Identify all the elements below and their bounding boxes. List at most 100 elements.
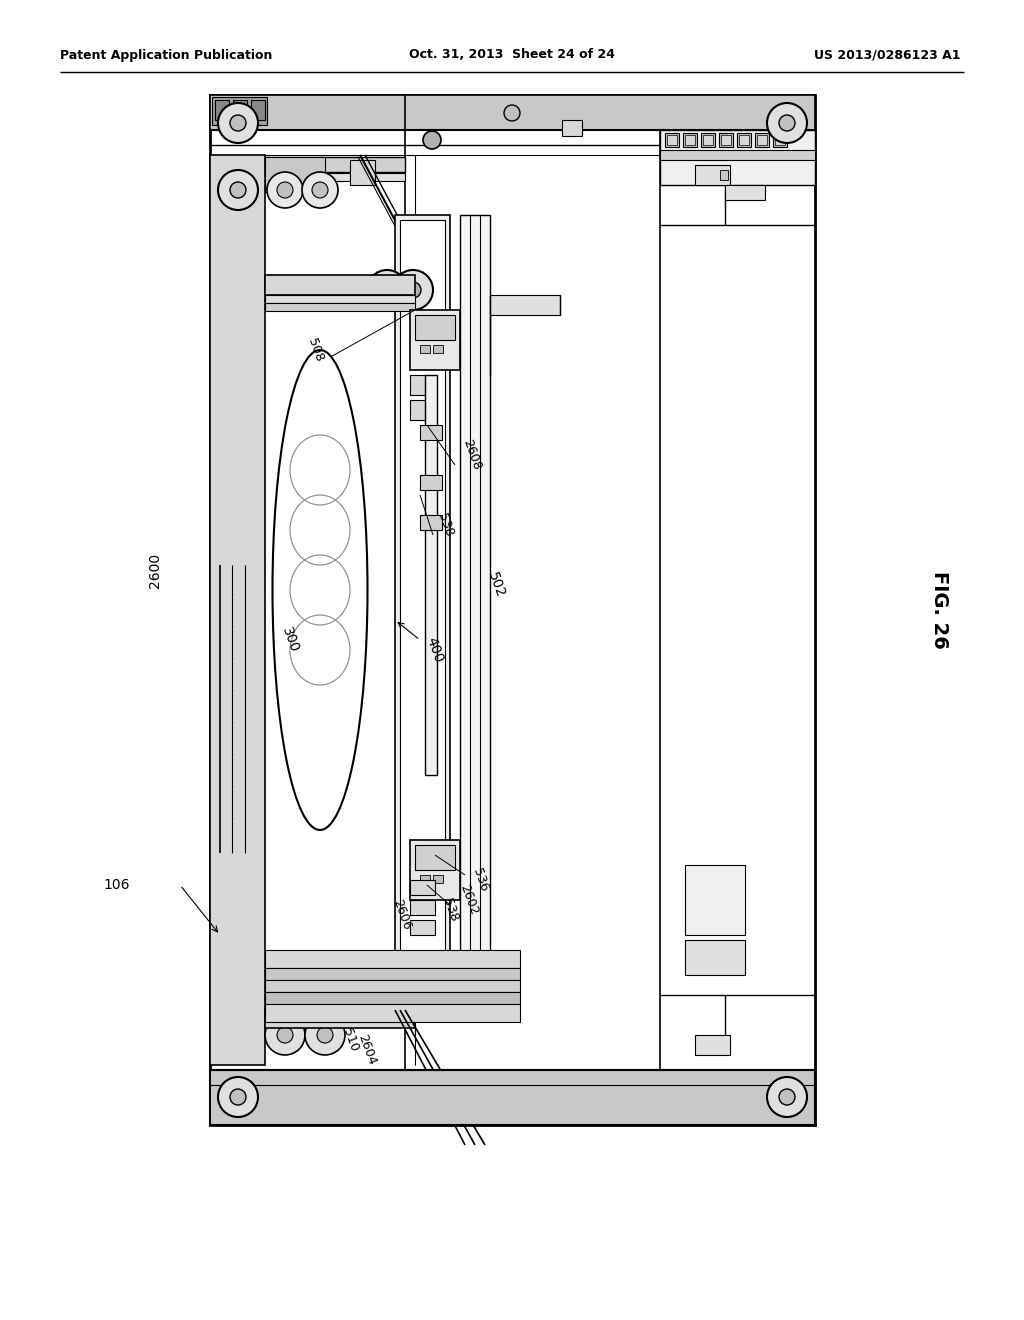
Bar	[265, 157, 406, 172]
Circle shape	[379, 282, 395, 298]
Bar	[701, 133, 715, 147]
Bar	[685, 135, 695, 145]
Circle shape	[230, 115, 246, 131]
Bar	[415, 315, 455, 341]
Bar	[739, 1074, 749, 1085]
Bar	[210, 1071, 815, 1125]
Bar	[773, 1073, 787, 1086]
Text: FIG. 26: FIG. 26	[931, 572, 949, 649]
Bar	[433, 345, 443, 352]
Bar	[775, 135, 785, 145]
Text: 106: 106	[103, 878, 130, 892]
Ellipse shape	[272, 350, 368, 830]
Text: 2600: 2600	[148, 553, 162, 587]
Bar	[490, 294, 560, 315]
Bar	[420, 475, 442, 490]
Circle shape	[302, 172, 338, 209]
Text: 536: 536	[470, 867, 490, 894]
Text: US 2013/0286123 A1: US 2013/0286123 A1	[813, 49, 961, 62]
Text: 502: 502	[485, 570, 507, 599]
Bar	[737, 1073, 751, 1086]
Bar	[562, 120, 582, 136]
Bar	[683, 133, 697, 147]
Text: 2602: 2602	[457, 883, 480, 917]
Circle shape	[779, 1089, 795, 1105]
Bar	[415, 845, 455, 870]
Circle shape	[779, 115, 795, 131]
Text: Patent Application Publication: Patent Application Publication	[60, 49, 272, 62]
Circle shape	[230, 1089, 246, 1105]
Text: 300: 300	[279, 626, 301, 655]
Bar	[395, 215, 450, 1015]
Bar	[265, 965, 415, 979]
Text: 2608: 2608	[460, 438, 483, 473]
Bar	[265, 968, 520, 979]
Bar	[433, 875, 443, 883]
Circle shape	[218, 170, 258, 210]
Bar	[703, 1074, 713, 1085]
Bar	[725, 185, 765, 201]
Bar	[420, 425, 442, 440]
Bar	[755, 133, 769, 147]
Circle shape	[767, 1077, 807, 1117]
Bar	[757, 1074, 767, 1085]
Bar	[251, 100, 265, 120]
Bar	[410, 920, 435, 935]
Bar	[720, 170, 728, 180]
Bar	[695, 165, 730, 185]
Bar	[460, 215, 490, 1015]
Text: 538: 538	[435, 512, 456, 539]
Bar	[757, 135, 767, 145]
Bar	[265, 1010, 415, 1028]
Bar	[212, 96, 267, 125]
Bar	[265, 979, 520, 993]
Circle shape	[312, 182, 328, 198]
Bar	[350, 160, 375, 185]
Bar	[665, 133, 679, 147]
Bar	[410, 880, 435, 895]
Bar	[210, 95, 815, 1125]
Circle shape	[278, 182, 293, 198]
Circle shape	[278, 1027, 293, 1043]
Bar	[410, 900, 435, 915]
Bar	[410, 375, 435, 395]
Bar	[410, 840, 460, 900]
Circle shape	[406, 282, 421, 298]
Text: 400: 400	[424, 635, 446, 665]
Bar	[265, 950, 520, 968]
Bar	[400, 220, 445, 1010]
Bar	[685, 1074, 695, 1085]
Bar	[685, 865, 745, 935]
Bar	[701, 1073, 715, 1086]
Bar	[265, 979, 415, 995]
Bar	[233, 100, 247, 120]
Bar	[755, 1073, 769, 1086]
Bar	[667, 135, 677, 145]
Text: 538: 538	[440, 896, 461, 924]
Bar	[665, 1073, 679, 1086]
Bar	[265, 993, 520, 1005]
Circle shape	[305, 1015, 345, 1055]
Bar	[265, 173, 406, 181]
Bar	[265, 294, 415, 304]
Bar	[265, 275, 415, 294]
Text: 510: 510	[340, 1027, 360, 1053]
Bar	[721, 135, 731, 145]
Bar	[425, 375, 437, 775]
Circle shape	[393, 271, 433, 310]
Bar	[667, 1074, 677, 1085]
Circle shape	[218, 1077, 258, 1117]
Bar	[210, 154, 265, 1065]
Bar	[410, 310, 460, 370]
Circle shape	[504, 106, 520, 121]
Bar	[685, 940, 745, 975]
Bar	[410, 400, 435, 420]
Bar	[695, 1035, 730, 1055]
Bar	[773, 133, 787, 147]
Circle shape	[367, 271, 407, 310]
Bar	[265, 1005, 520, 1022]
Circle shape	[230, 182, 246, 198]
Bar	[775, 1074, 785, 1085]
Bar	[739, 135, 749, 145]
Text: Oct. 31, 2013  Sheet 24 of 24: Oct. 31, 2013 Sheet 24 of 24	[409, 49, 615, 62]
